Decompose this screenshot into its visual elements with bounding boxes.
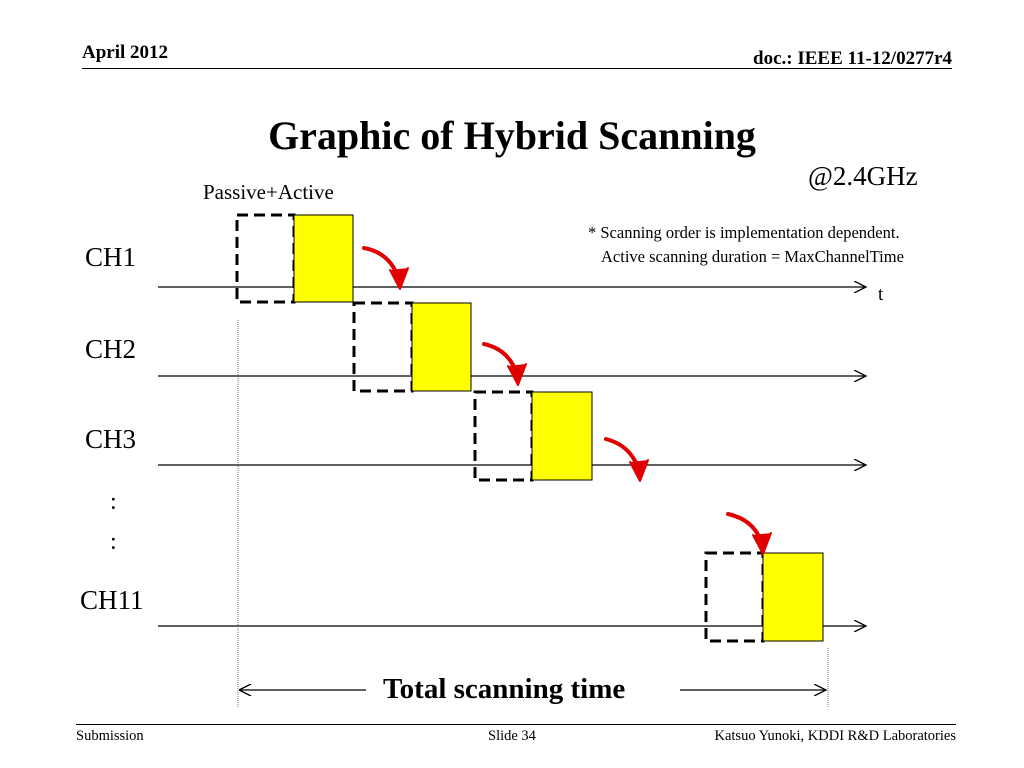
transition-arrow-ch3-next xyxy=(604,437,649,482)
note-line-1: * Scanning order is implementation depen… xyxy=(588,223,900,242)
footer-author: Katsuo Yunoki, KDDI R&D Laboratories xyxy=(714,728,957,744)
scanning-note: * Scanning order is implementation depen… xyxy=(588,221,904,269)
passive-window-ch1 xyxy=(235,213,296,304)
transition-arrow-ch1-ch2 xyxy=(362,246,409,290)
time-axis-label: t xyxy=(878,284,884,305)
slide-title: Graphic of Hybrid Scanning xyxy=(268,113,756,158)
transition-arrow-ch2-ch3 xyxy=(482,342,527,386)
transition-arrow-to-ch11 xyxy=(726,512,772,555)
header-divider xyxy=(82,68,952,69)
header-date: April 2012 xyxy=(82,42,169,63)
footer-slide-number: Slide 34 xyxy=(488,728,536,744)
ellipsis-dot-1: : xyxy=(110,489,117,515)
active-window-ch11 xyxy=(762,552,824,642)
active-window-ch3 xyxy=(531,391,593,481)
band-label: @2.4GHz xyxy=(808,161,918,191)
channel-label-ch11: CH11 xyxy=(80,585,144,615)
footer-submission: Submission xyxy=(76,728,144,744)
channel-label-ch1: CH1 xyxy=(85,242,137,272)
active-window-ch2 xyxy=(411,302,472,392)
note-line-2: Active scanning duration = MaxChannelTim… xyxy=(601,247,904,266)
ellipsis-dot-2: : xyxy=(110,529,117,555)
passive-active-caption: Passive+Active xyxy=(203,180,334,204)
passive-window-ch3 xyxy=(473,390,534,482)
passive-window-ch2 xyxy=(352,301,414,393)
passive-window-ch11 xyxy=(704,551,765,643)
channel-label-ch2: CH2 xyxy=(85,334,137,364)
total-scanning-time-label: Total scanning time xyxy=(383,673,626,705)
header-doc-id: doc.: IEEE 11-12/0277r4 xyxy=(753,48,952,69)
channel-label-ch3: CH3 xyxy=(85,424,137,454)
active-window-ch1 xyxy=(293,214,354,303)
footer-divider xyxy=(76,724,956,725)
